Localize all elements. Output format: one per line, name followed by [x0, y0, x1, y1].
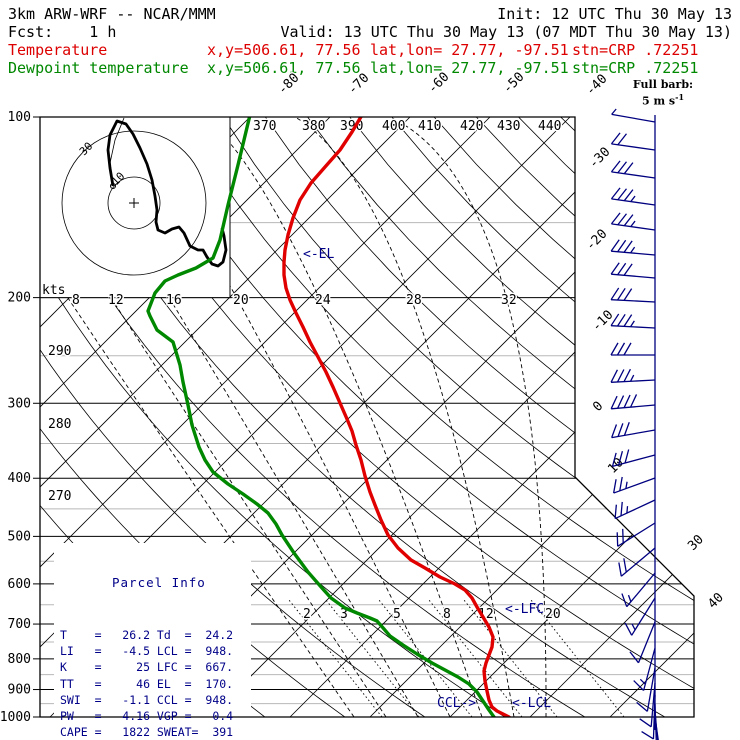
dry-adiabat-label: 400 [382, 119, 405, 134]
parcel-info-row: T = 26.2 Td = 24.2 [60, 628, 234, 643]
moist-adiabat-label: 20 [233, 293, 249, 308]
pressure-tick-label: 900 [8, 683, 31, 698]
dry-adiabat-label: 290 [48, 344, 71, 359]
isotherm-label: -10 [589, 308, 616, 335]
temperature-xy: x,y=506.61, 77.56 [207, 41, 361, 59]
parcel-info-rows: T = 26.2 Td = 24.2 LI = -4.5 LCL = 948. K … [60, 627, 233, 740]
dry-adiabat-label: 430 [497, 119, 520, 134]
mixing-ratio-label: 2 [303, 607, 311, 622]
parcel-info-row: K = 25 LFC = 667. [60, 660, 234, 675]
moist-adiabat-label: 32 [501, 293, 517, 308]
dry-adiabat-label: 410 [418, 119, 441, 134]
model-title: 3km ARW-WRF -- NCAR/MMM [8, 5, 216, 23]
fcst-hour: Fcst: 1 h [8, 23, 117, 41]
pressure-tick-label: 300 [8, 396, 31, 411]
isotherm-label: -60 [425, 70, 452, 97]
dry-adiabat-label: 380 [302, 119, 325, 134]
parcel-info-row: CAPE = 1822 SWEAT= 391 [60, 725, 234, 740]
isotherm-label: 40 [705, 590, 727, 612]
mixing-ratio-label: 20 [545, 607, 561, 622]
barb-legend-line1: Full barb: [632, 78, 694, 91]
parcel-info-whiteout [54, 543, 251, 724]
dewpoint-xy: x,y=506.61, 77.56 [207, 59, 361, 77]
pressure-tick-label: 100 [8, 110, 31, 125]
isotherm-label: -80 [275, 71, 302, 98]
mixing-ratio-label: 3 [340, 607, 348, 622]
parcel-info-row: PW = 4.16 VGP = 0.4 [60, 709, 234, 724]
parcel-info-row: LI = -4.5 LCL = 948. [60, 644, 234, 659]
isotherm-label: 30 [685, 532, 707, 554]
annotation-el: <-EL [303, 247, 334, 262]
isotherm-label: -40 [583, 72, 610, 99]
moist-adiabat-label: 12 [108, 293, 124, 308]
valid-time: Valid: 13 UTC Thu 30 May 13 (07 MDT Thu … [280, 23, 732, 41]
barb-legend-line2: 5 m s [641, 94, 676, 108]
pressure-axis: 100 200 300 400 500 600 700 800 900 1000 [0, 110, 40, 725]
hodograph-trace [106, 119, 228, 268]
moist-adiabat-label: 16 [166, 293, 182, 308]
parcel-info-title: Parcel Info [112, 575, 206, 591]
isotherm-label: -70 [345, 71, 372, 98]
isotherm-label: -20 [583, 227, 610, 254]
dry-adiabat-label: 270 [48, 489, 71, 504]
isotherm-label: -30 [586, 145, 613, 172]
mixing-ratio-label: 8 [443, 607, 451, 622]
dry-adiabat-label: 280 [48, 417, 71, 432]
dry-adiabat-label: 440 [538, 119, 561, 134]
isotherm-label: 0 [590, 399, 606, 415]
moist-adiabat-label: 28 [406, 293, 422, 308]
level-annotations: <-EL <-LFC CCL-> <-LCL [303, 247, 551, 711]
pressure-tick-label: 1000 [0, 710, 31, 725]
init-time: Init: 12 UTC Thu 30 May 13 [497, 5, 732, 23]
barb-legend-sup: -1 [675, 92, 685, 102]
wind-barb-column [610, 108, 659, 740]
pressure-tick-label: 500 [8, 529, 31, 544]
moist-adiabat-label: 24 [315, 293, 331, 308]
isotherm-label: -50 [500, 70, 527, 97]
moist-adiabat-label: 8 [72, 293, 80, 308]
pressure-tick-label: 600 [8, 577, 31, 592]
mixing-ratio-label: 5 [393, 607, 401, 622]
parcel-info-row: SWI = -1.1 CCL = 948. [60, 692, 234, 707]
dewpoint-stn: stn=CRP .72251 [572, 59, 699, 77]
dry-adiabat-label: 370 [253, 119, 276, 134]
wind-barb-legend: Full barb: 5 m s-1 [615, 79, 711, 108]
pressure-tick-label: 400 [8, 471, 31, 486]
dewpoint-latlon: lat,lon= 27.77, -97.51 [370, 59, 569, 77]
parcel-info-box: Parcel Info T = 26.2 Td = 24.2 LI = -4.5 … [60, 543, 233, 740]
pressure-tick-label: 200 [8, 291, 31, 306]
dry-adiabat-label: 420 [460, 119, 483, 134]
parcel-info-row: TT = 46 EL = 170. [60, 676, 234, 691]
hodograph-units-label: kts [42, 283, 65, 298]
pressure-tick-label: 800 [8, 652, 31, 667]
dewpoint-trace [146, 117, 496, 717]
temperature-latlon: lat,lon= 27.77, -97.51 [370, 41, 569, 59]
legend-temperature-label: Temperature [8, 41, 108, 59]
temperature-stn: stn=CRP .72251 [572, 41, 699, 59]
annotation-lcl: <-LCL [512, 696, 551, 711]
annotation-lfc: <-LFC [505, 602, 544, 617]
pressure-tick-label: 700 [8, 617, 31, 632]
annotation-ccl: CCL-> [437, 696, 476, 711]
legend-dewpoint-label: Dewpoint temperature [8, 59, 189, 77]
temperature-trace [282, 117, 511, 717]
